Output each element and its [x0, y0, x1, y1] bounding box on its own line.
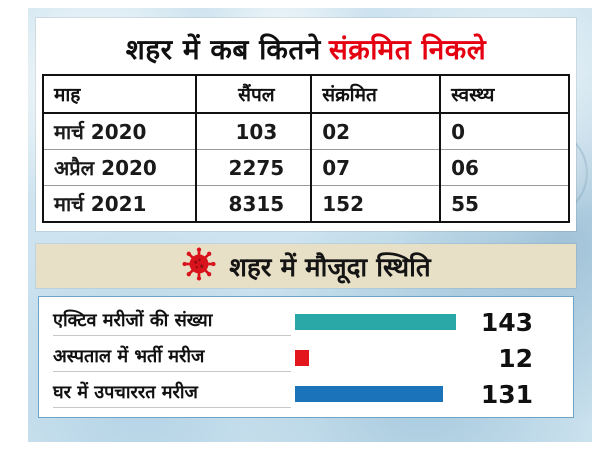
col-header-sample: सैंपल [194, 75, 312, 114]
cell-healthy: 0 [439, 113, 569, 150]
chart-row-home: घर में उपचाररत मरीज 131 [53, 376, 563, 412]
bar-hospital-patients [295, 350, 309, 366]
chart-label-active: एक्टिव मरीजों की संख्या [53, 308, 291, 336]
current-status-title: शहर में मौजूदा स्थिति [229, 253, 431, 283]
cell-month: मार्च 2021 [54, 192, 147, 216]
col-header-infected: संक्रमित [310, 75, 441, 114]
current-status-header: शहर में मौजूदा स्थिति [36, 244, 576, 288]
cell-month: अप्रैल 2020 [43, 149, 196, 186]
status-bar-chart: एक्टिव मरीजों की संख्या 143 अस्पताल में … [38, 296, 574, 418]
page-title-red: संक्रमित निकले [328, 33, 487, 66]
table-row: अप्रैल 2020 2275 07 06 [43, 149, 569, 186]
chart-label-home: घर में उपचाररत मरीज [53, 380, 291, 408]
col-header-healthy: स्वस्थ्य [439, 75, 569, 114]
cell-healthy: 06 [439, 149, 569, 186]
stats-table: माह सैंपल संक्रमित स्वस्थ्य मार्च 2020 1… [42, 74, 570, 223]
chart-row-active: एक्टिव मरीजों की संख्या 143 [53, 304, 563, 340]
bar-track [295, 350, 464, 366]
cell-sample: 103 [194, 113, 312, 150]
virus-icon [181, 246, 217, 286]
cell-infected: 152 [310, 185, 441, 222]
page-title-black: शहर में कब कितने [125, 33, 321, 66]
chart-value-home: 131 [480, 379, 533, 409]
chart-value-hospital: 12 [498, 343, 533, 373]
cell-month: मार्च 2020 [43, 113, 196, 150]
bar-track [295, 314, 464, 330]
bar-track [295, 386, 464, 402]
cell-healthy: 55 [439, 185, 569, 222]
table-header-row: माह सैंपल संक्रमित स्वस्थ्य [43, 75, 569, 114]
cell-sample: 8315 [194, 185, 312, 222]
chart-row-hospital: अस्पताल में भर्ती मरीज 12 [53, 340, 563, 376]
table-row: मार्च 2021 8315 152 55 [43, 185, 569, 222]
cell-infected: 02 [310, 113, 441, 150]
col-header-month: माह [43, 75, 196, 114]
cell-infected: 07 [310, 149, 441, 186]
chart-label-hospital: अस्पताल में भर्ती मरीज [53, 344, 291, 372]
page-title: शहर में कब कितने संक्रमित निकले [42, 22, 570, 74]
cell-sample: 2275 [194, 149, 312, 186]
bar-home-patients [295, 386, 443, 402]
bar-active-patients [295, 314, 457, 330]
infection-history-panel: शहर में कब कितने संक्रमित निकले माह सैंपल… [36, 18, 576, 231]
table-row: मार्च 2020 103 02 0 [43, 113, 569, 150]
chart-value-active: 143 [480, 307, 533, 337]
